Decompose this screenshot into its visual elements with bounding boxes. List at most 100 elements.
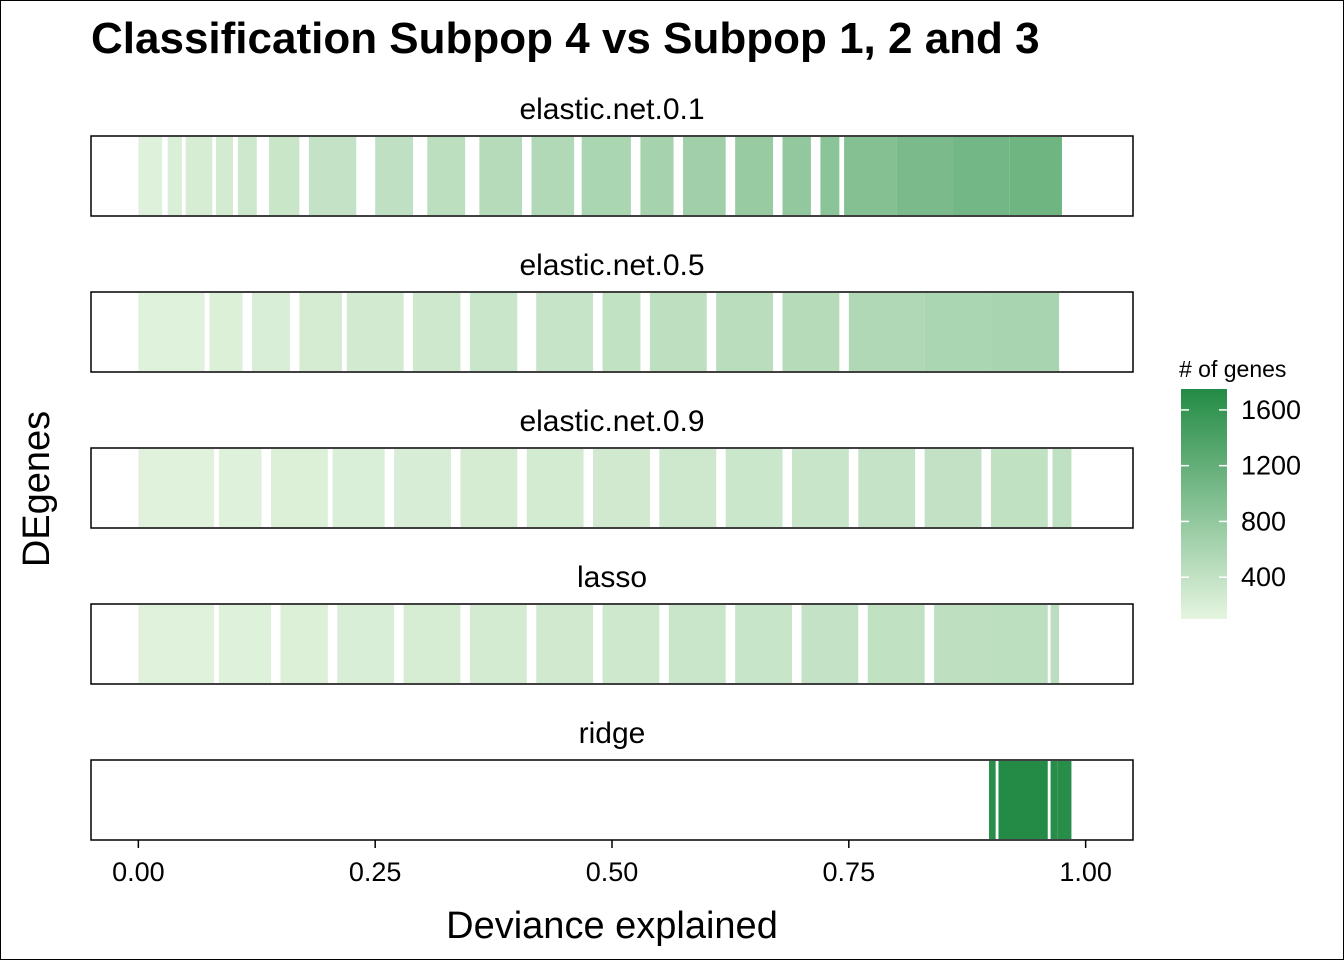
heat-segment	[346, 293, 404, 371]
heat-segment	[332, 449, 385, 527]
heat-segment	[924, 449, 982, 527]
heat-segment	[218, 605, 271, 683]
heat-segment	[990, 293, 1060, 371]
panel-strip-label: lasso	[577, 561, 647, 594]
heat-segment	[1052, 449, 1072, 527]
x-axis-title: Deviance explained	[446, 905, 778, 947]
panel-border	[90, 447, 1134, 529]
heat-segment	[801, 605, 859, 683]
legend-tick-label: 1600	[1241, 395, 1301, 425]
heat-segment	[990, 605, 1048, 683]
panel-strip-label: elastic.net.0.1	[519, 93, 704, 126]
heat-segment	[337, 605, 395, 683]
heat-segment	[218, 449, 262, 527]
heat-segment	[725, 449, 783, 527]
heat-segment	[716, 293, 774, 371]
heat-segment	[460, 449, 518, 527]
heat-segment	[990, 449, 1048, 527]
heat-segment	[479, 137, 523, 215]
heat-segment	[998, 761, 1048, 839]
heat-segment	[138, 449, 215, 527]
heat-segment	[269, 137, 300, 215]
legend-tick-label: 1200	[1241, 451, 1301, 481]
panel-border	[90, 135, 1134, 217]
heat-segment	[252, 293, 290, 371]
heat-segment	[867, 605, 925, 683]
heat-segment	[593, 449, 650, 527]
legend-colorbar	[1181, 389, 1227, 619]
heat-segment	[659, 449, 717, 527]
heat-segment	[791, 449, 849, 527]
heat-segment	[280, 605, 328, 683]
heat-segment	[394, 449, 451, 527]
panel-border	[90, 291, 1134, 373]
heat-segment	[209, 293, 243, 371]
panel-strip-label: ridge	[579, 717, 646, 750]
panel-elastic-net-0-1: elastic.net.0.1	[90, 93, 1134, 217]
heat-segment	[602, 605, 660, 683]
heat-segment	[138, 293, 205, 371]
legend-title: # of genes	[1179, 356, 1286, 382]
heat-segment	[782, 137, 811, 215]
heat-segment	[469, 605, 527, 683]
heat-segment	[270, 449, 328, 527]
heat-segment	[536, 605, 594, 683]
panel-lasso: lasso	[90, 561, 1134, 685]
x-tick-label: 0.25	[349, 857, 402, 887]
heat-segment	[602, 293, 641, 371]
heat-segment	[858, 449, 916, 527]
panel-border	[90, 759, 1134, 841]
heat-segment	[536, 293, 594, 371]
heat-segment	[989, 761, 996, 839]
heat-segment	[1057, 761, 1072, 839]
heat-segment	[138, 137, 163, 215]
panel-elastic-net-0-5: elastic.net.0.5	[90, 249, 1134, 373]
heat-segment	[820, 137, 840, 215]
heat-segment	[848, 293, 925, 371]
heat-segment	[427, 137, 466, 215]
heat-segment	[668, 605, 726, 683]
heat-segment	[1009, 137, 1062, 215]
legend-tick-label: 400	[1241, 562, 1286, 592]
x-tick-label: 0.00	[112, 857, 165, 887]
x-tick-label: 0.50	[586, 857, 639, 887]
heat-segment	[735, 605, 792, 683]
heat-segment	[1050, 761, 1058, 839]
x-tick-label: 0.75	[823, 857, 876, 887]
heat-segment	[844, 137, 897, 215]
heat-segment	[782, 293, 840, 371]
facet-panels: elastic.net.0.1 elastic.net.0.5 elastic.ne…	[90, 93, 1134, 841]
heat-segment	[581, 137, 631, 215]
heat-segment	[683, 137, 726, 215]
x-tick-label: 1.00	[1059, 857, 1112, 887]
heat-segment	[185, 137, 213, 215]
heat-segment	[934, 605, 991, 683]
legend-tick-label: 800	[1241, 506, 1286, 536]
heat-segment	[299, 293, 343, 371]
heat-segment	[1050, 605, 1060, 683]
heat-segment	[375, 137, 414, 215]
heat-segment	[413, 293, 461, 371]
panel-elastic-net-0-9: elastic.net.0.9	[90, 405, 1134, 529]
heat-segment	[924, 293, 991, 371]
heat-segment	[526, 449, 584, 527]
heat-segment	[640, 137, 674, 215]
heat-segment	[237, 137, 257, 215]
legend-ticks: 400 800 1200 1600	[1181, 395, 1301, 592]
panel-ridge: ridge	[90, 717, 1134, 841]
x-axis: 0.00 0.25 0.50 0.75 1.00	[112, 840, 1112, 887]
panel-strip-label: elastic.net.0.5	[519, 249, 704, 282]
heat-segment	[167, 137, 182, 215]
heat-segment	[953, 137, 1010, 215]
heat-segment	[216, 137, 234, 215]
panel-strip-label: elastic.net.0.9	[519, 405, 704, 438]
heat-segment	[649, 293, 707, 371]
heat-segment	[469, 293, 518, 371]
panel-border	[90, 603, 1134, 685]
heat-segment	[531, 137, 575, 215]
heat-segment	[896, 137, 954, 215]
heat-segment	[138, 605, 215, 683]
heat-segment	[308, 137, 357, 215]
